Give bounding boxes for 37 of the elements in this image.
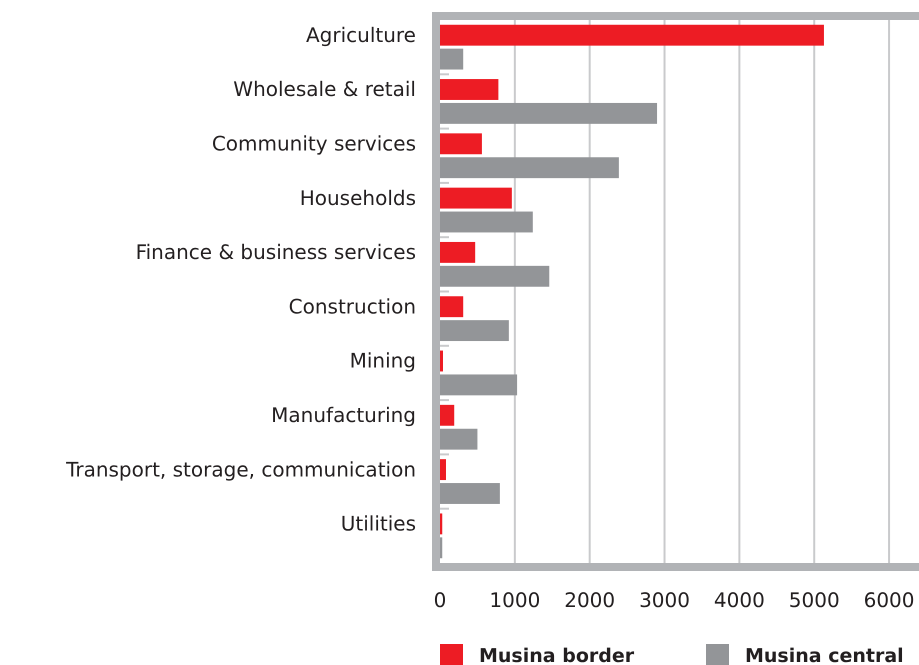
- y-tick-label: Wholesale & retail: [233, 77, 416, 102]
- bar: [440, 157, 619, 178]
- y-tick-label: Households: [300, 186, 416, 210]
- bar: [440, 374, 518, 396]
- bar: [440, 48, 464, 70]
- bar: [440, 79, 498, 100]
- x-tick-label: 3000: [639, 588, 690, 612]
- x-tick-label: 2000: [564, 588, 616, 612]
- y-tick-label: Construction: [288, 294, 416, 318]
- x-tick-label: 0: [434, 588, 446, 612]
- bar: [440, 428, 478, 450]
- bar: [440, 24, 824, 46]
- bar: [440, 459, 446, 480]
- y-tick-label: Agriculture: [306, 22, 416, 47]
- bar: [440, 133, 482, 154]
- bar: [440, 483, 500, 504]
- legend-label: Musina border: [479, 645, 635, 665]
- x-tick-label: 4000: [714, 588, 765, 612]
- y-tick-label: Transport, storage, communication: [65, 457, 416, 482]
- x-tick-label: 1000: [489, 588, 540, 612]
- bar: [440, 212, 533, 232]
- y-tick-label: Manufacturing: [271, 402, 416, 427]
- x-tick-label: 5000: [788, 588, 840, 612]
- bar: [440, 188, 512, 209]
- y-tick-label: Finance & business services: [136, 240, 416, 264]
- bar: [440, 404, 454, 426]
- bar: [440, 296, 464, 318]
- bar: [440, 320, 509, 342]
- y-tick-label: Community services: [212, 131, 416, 156]
- x-tick-label: 6000: [864, 588, 915, 612]
- bar: [440, 242, 476, 263]
- bar: [440, 266, 550, 287]
- y-tick-label: Mining: [350, 348, 416, 373]
- bar: [440, 350, 443, 372]
- y-tick-label: Utilities: [340, 512, 416, 536]
- bar: [440, 102, 658, 124]
- legend-label: Musina central: [745, 645, 904, 665]
